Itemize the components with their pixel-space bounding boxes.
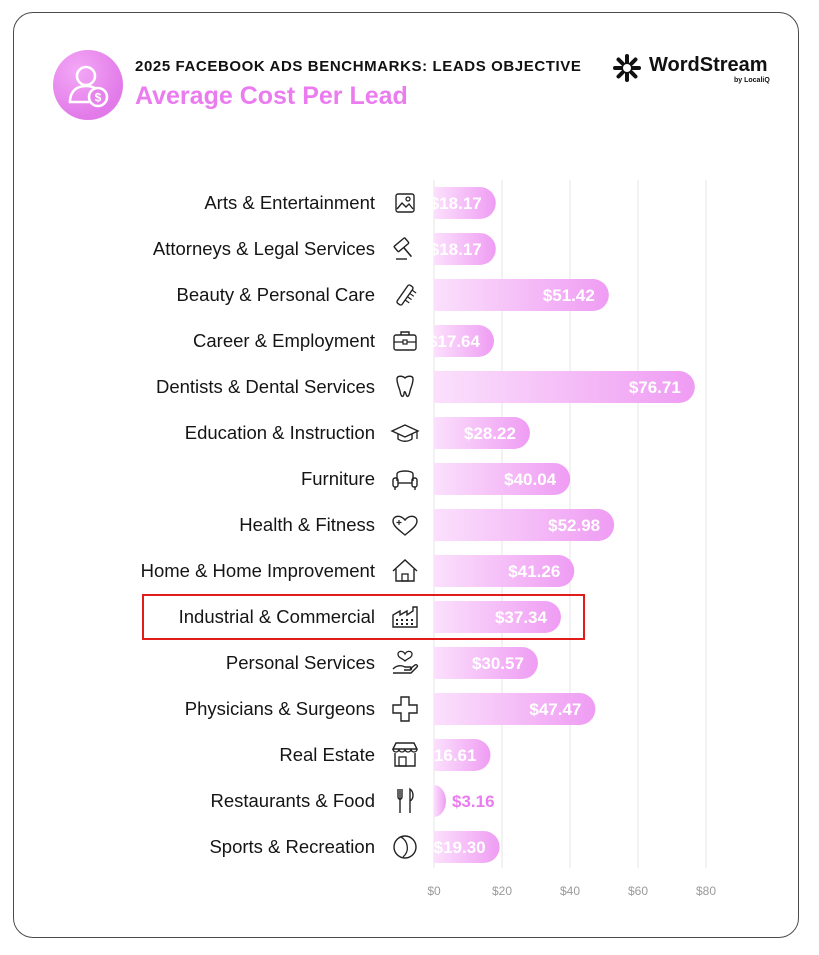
bar [434, 417, 530, 449]
brand-name: WordStream [649, 54, 768, 76]
category-label: Industrial & Commercial [179, 606, 375, 627]
category-label: Education & Instruction [185, 422, 375, 443]
ball-icon [393, 835, 417, 859]
medical-cross-icon [392, 696, 418, 722]
value-label: $3.16 [452, 792, 495, 811]
factory-icon [392, 606, 418, 628]
hand-heart-icon [392, 650, 419, 674]
bar [434, 831, 500, 863]
picture-icon [395, 193, 415, 213]
wordstream-logo: WordStream by LocaliQ [611, 52, 781, 88]
gavel-icon [393, 237, 413, 260]
bar [434, 325, 494, 357]
bar [434, 279, 609, 311]
chart-card [13, 12, 799, 938]
highlight-box-industrial-commercial [142, 594, 585, 640]
heart-plus-icon [392, 515, 418, 536]
bar [434, 785, 446, 817]
x-tick-label: $40 [560, 884, 580, 898]
fork-knife-icon [397, 787, 414, 813]
bar [434, 509, 615, 541]
category-label: Personal Services [226, 652, 375, 673]
cost-per-lead-badge: $ [53, 50, 123, 120]
x-tick-label: $0 [427, 884, 441, 898]
comb-icon [396, 284, 417, 306]
category-label: Beauty & Personal Care [177, 284, 375, 305]
category-label: Attorneys & Legal Services [153, 238, 375, 259]
value-label: $51.42 [543, 286, 595, 305]
value-label: $37.34 [495, 608, 548, 627]
bar [434, 187, 496, 219]
value-label: $28.22 [464, 424, 516, 443]
category-label: Career & Employment [193, 330, 375, 351]
value-label: $17.64 [428, 332, 481, 351]
armchair-icon [392, 470, 418, 490]
chart-kicker: 2025 FACEBOOK ADS BENCHMARKS: LEADS OBJE… [135, 58, 582, 75]
category-label: Dentists & Dental Services [156, 376, 375, 397]
category-label: Health & Fitness [239, 514, 375, 535]
storefront-icon [391, 742, 419, 767]
category-label: Physicians & Surgeons [185, 698, 375, 719]
x-tick-label: $20 [492, 884, 512, 898]
user-dollar-icon: $ [68, 65, 109, 108]
bar [434, 233, 496, 265]
x-tick-label: $80 [696, 884, 716, 898]
value-label: $30.57 [472, 654, 524, 673]
category-label: Arts & Entertainment [204, 192, 375, 213]
category-label: Real Estate [279, 744, 375, 765]
value-label: $41.26 [508, 562, 560, 581]
value-label: $18.17 [430, 240, 482, 259]
bar [434, 601, 561, 633]
value-label: $47.47 [529, 700, 581, 719]
briefcase-icon [393, 331, 417, 351]
value-label: $76.71 [629, 378, 681, 397]
chart-title: Average Cost Per Lead [135, 82, 408, 110]
brand-sub: by LocaliQ [734, 77, 770, 84]
bar [434, 463, 571, 495]
category-label: Furniture [301, 468, 375, 489]
tooth-icon [396, 375, 414, 398]
bar [434, 739, 491, 771]
value-label: $52.98 [548, 516, 600, 535]
bar [434, 693, 596, 725]
category-label: Home & Home Improvement [141, 560, 375, 581]
graduation-cap-icon [390, 424, 420, 442]
wordstream-logo-icon [613, 54, 641, 82]
svg-text:$: $ [95, 91, 102, 105]
value-label: $40.04 [504, 470, 557, 489]
bar [434, 555, 575, 587]
value-label: $19.30 [434, 838, 486, 857]
category-label: Sports & Recreation [209, 836, 375, 857]
category-label: Restaurants & Food [210, 790, 375, 811]
value-label: $18.17 [430, 194, 482, 213]
value-label: $16.61 [424, 746, 476, 765]
x-tick-label: $60 [628, 884, 648, 898]
bar [434, 647, 538, 679]
house-icon [392, 559, 418, 582]
bar [434, 371, 695, 403]
